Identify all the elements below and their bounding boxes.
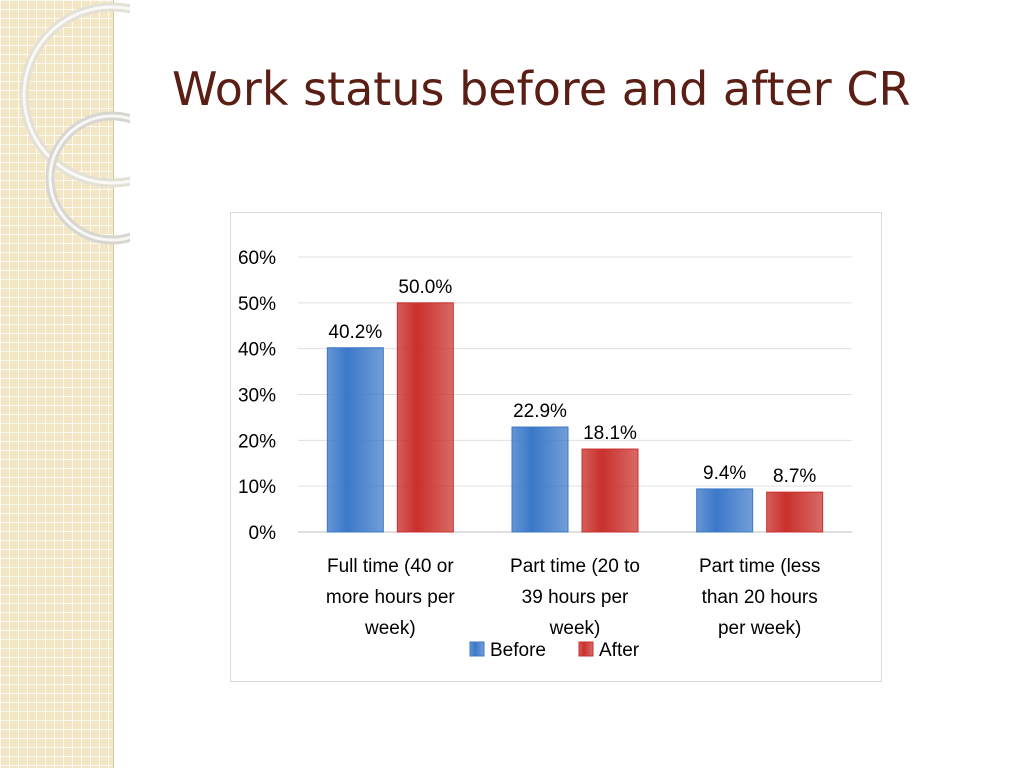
category-label: than 20 hours [702,587,818,608]
category-label: Part time (20 to [510,556,640,577]
data-label: 22.9% [513,401,567,422]
y-tick-label: 40% [238,340,276,361]
y-tick-label: 30% [238,386,276,407]
data-label: 8.7% [773,466,816,487]
category-label: Full time (40 or [327,556,454,577]
data-label: 18.1% [583,423,637,444]
data-label: 50.0% [398,277,452,298]
bar-after-2 [581,448,639,533]
category-label: 39 hours per [522,587,629,608]
category-label: week) [364,618,416,639]
bar-chart: 0% 10% 20% 30% 40% 50% 60% 40.2% 50.0% Full time … [238,248,852,661]
category-label: more hours per [326,587,456,608]
y-tick-label: 0% [249,523,277,544]
bar-after-3 [766,491,824,533]
category-label: per week) [718,618,801,639]
bar-after-1 [396,302,454,533]
y-tick-label: 10% [238,477,276,498]
y-tick-label: 20% [238,431,276,452]
page-title: Work status before and after CR [172,62,911,116]
category-label: Part time (less [699,556,820,577]
bar-before-1 [326,347,384,533]
bar-before-2 [511,426,569,533]
y-tick-label: 50% [238,294,276,315]
legend-swatch-before [469,641,485,657]
data-label: 9.4% [703,463,746,484]
decorative-sidebar [0,0,114,768]
decorative-rings [19,2,130,245]
data-label: 40.2% [328,322,382,343]
legend-label-after: After [599,640,640,661]
legend-label-before: Before [490,640,546,661]
legend-swatch-after [578,641,594,657]
y-tick-label: 60% [238,248,276,269]
category-label: week) [549,618,601,639]
bar-before-3 [696,488,754,533]
